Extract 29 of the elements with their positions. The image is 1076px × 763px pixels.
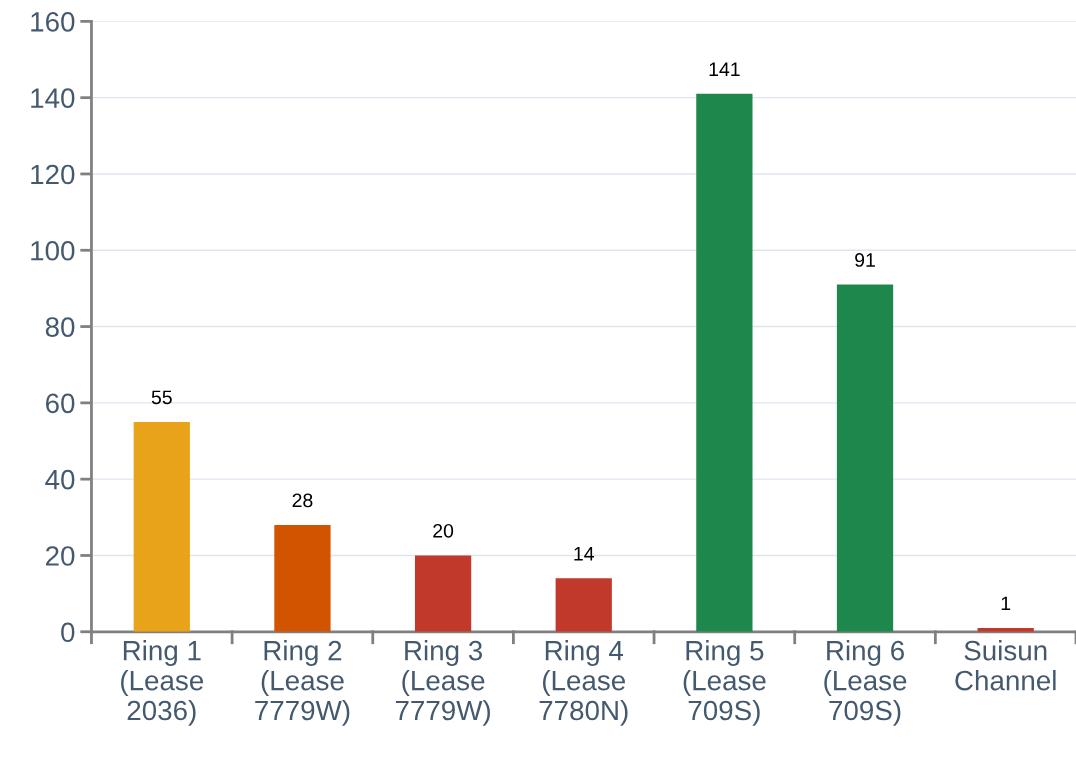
x-tick-label: Ring 6 (Lease 709S) bbox=[824, 640, 907, 726]
x-tick-label: Ring 5 (Lease 709S) bbox=[683, 640, 766, 726]
data-label: 91 bbox=[855, 253, 875, 267]
y-tick-label: 0 bbox=[61, 622, 75, 643]
x-tick-label: Ring 2 (Lease 7779W) bbox=[255, 640, 350, 726]
bar bbox=[555, 578, 612, 632]
data-label: 1 bbox=[1001, 596, 1011, 611]
y-tick-label: 160 bbox=[31, 12, 75, 32]
y-tick-label: 100 bbox=[31, 240, 75, 261]
bar bbox=[133, 421, 190, 632]
data-label: 28 bbox=[292, 493, 313, 508]
bar bbox=[414, 555, 472, 632]
bar bbox=[836, 284, 894, 632]
y-tick-label: 40 bbox=[45, 469, 75, 490]
bar bbox=[696, 93, 753, 632]
data-label: 55 bbox=[151, 390, 172, 405]
x-tick-label: Suisun Channel bbox=[955, 640, 1056, 691]
bar bbox=[274, 524, 331, 632]
y-tick-label: 140 bbox=[31, 88, 75, 108]
data-label: 14 bbox=[574, 547, 594, 561]
y-tick-label: 20 bbox=[45, 546, 75, 566]
y-tick-label: 80 bbox=[45, 317, 75, 337]
data-label: 20 bbox=[433, 523, 454, 538]
x-tick-label: Ring 1 (Lease 2036) bbox=[121, 640, 204, 726]
x-tick-label: Ring 4 (Lease 7780N) bbox=[539, 640, 628, 726]
y-tick-label: 120 bbox=[31, 164, 75, 185]
data-label: 141 bbox=[709, 62, 740, 76]
y-tick-label: 60 bbox=[46, 393, 75, 414]
x-tick-label: Ring 3 (Lease 7779W) bbox=[395, 640, 490, 726]
